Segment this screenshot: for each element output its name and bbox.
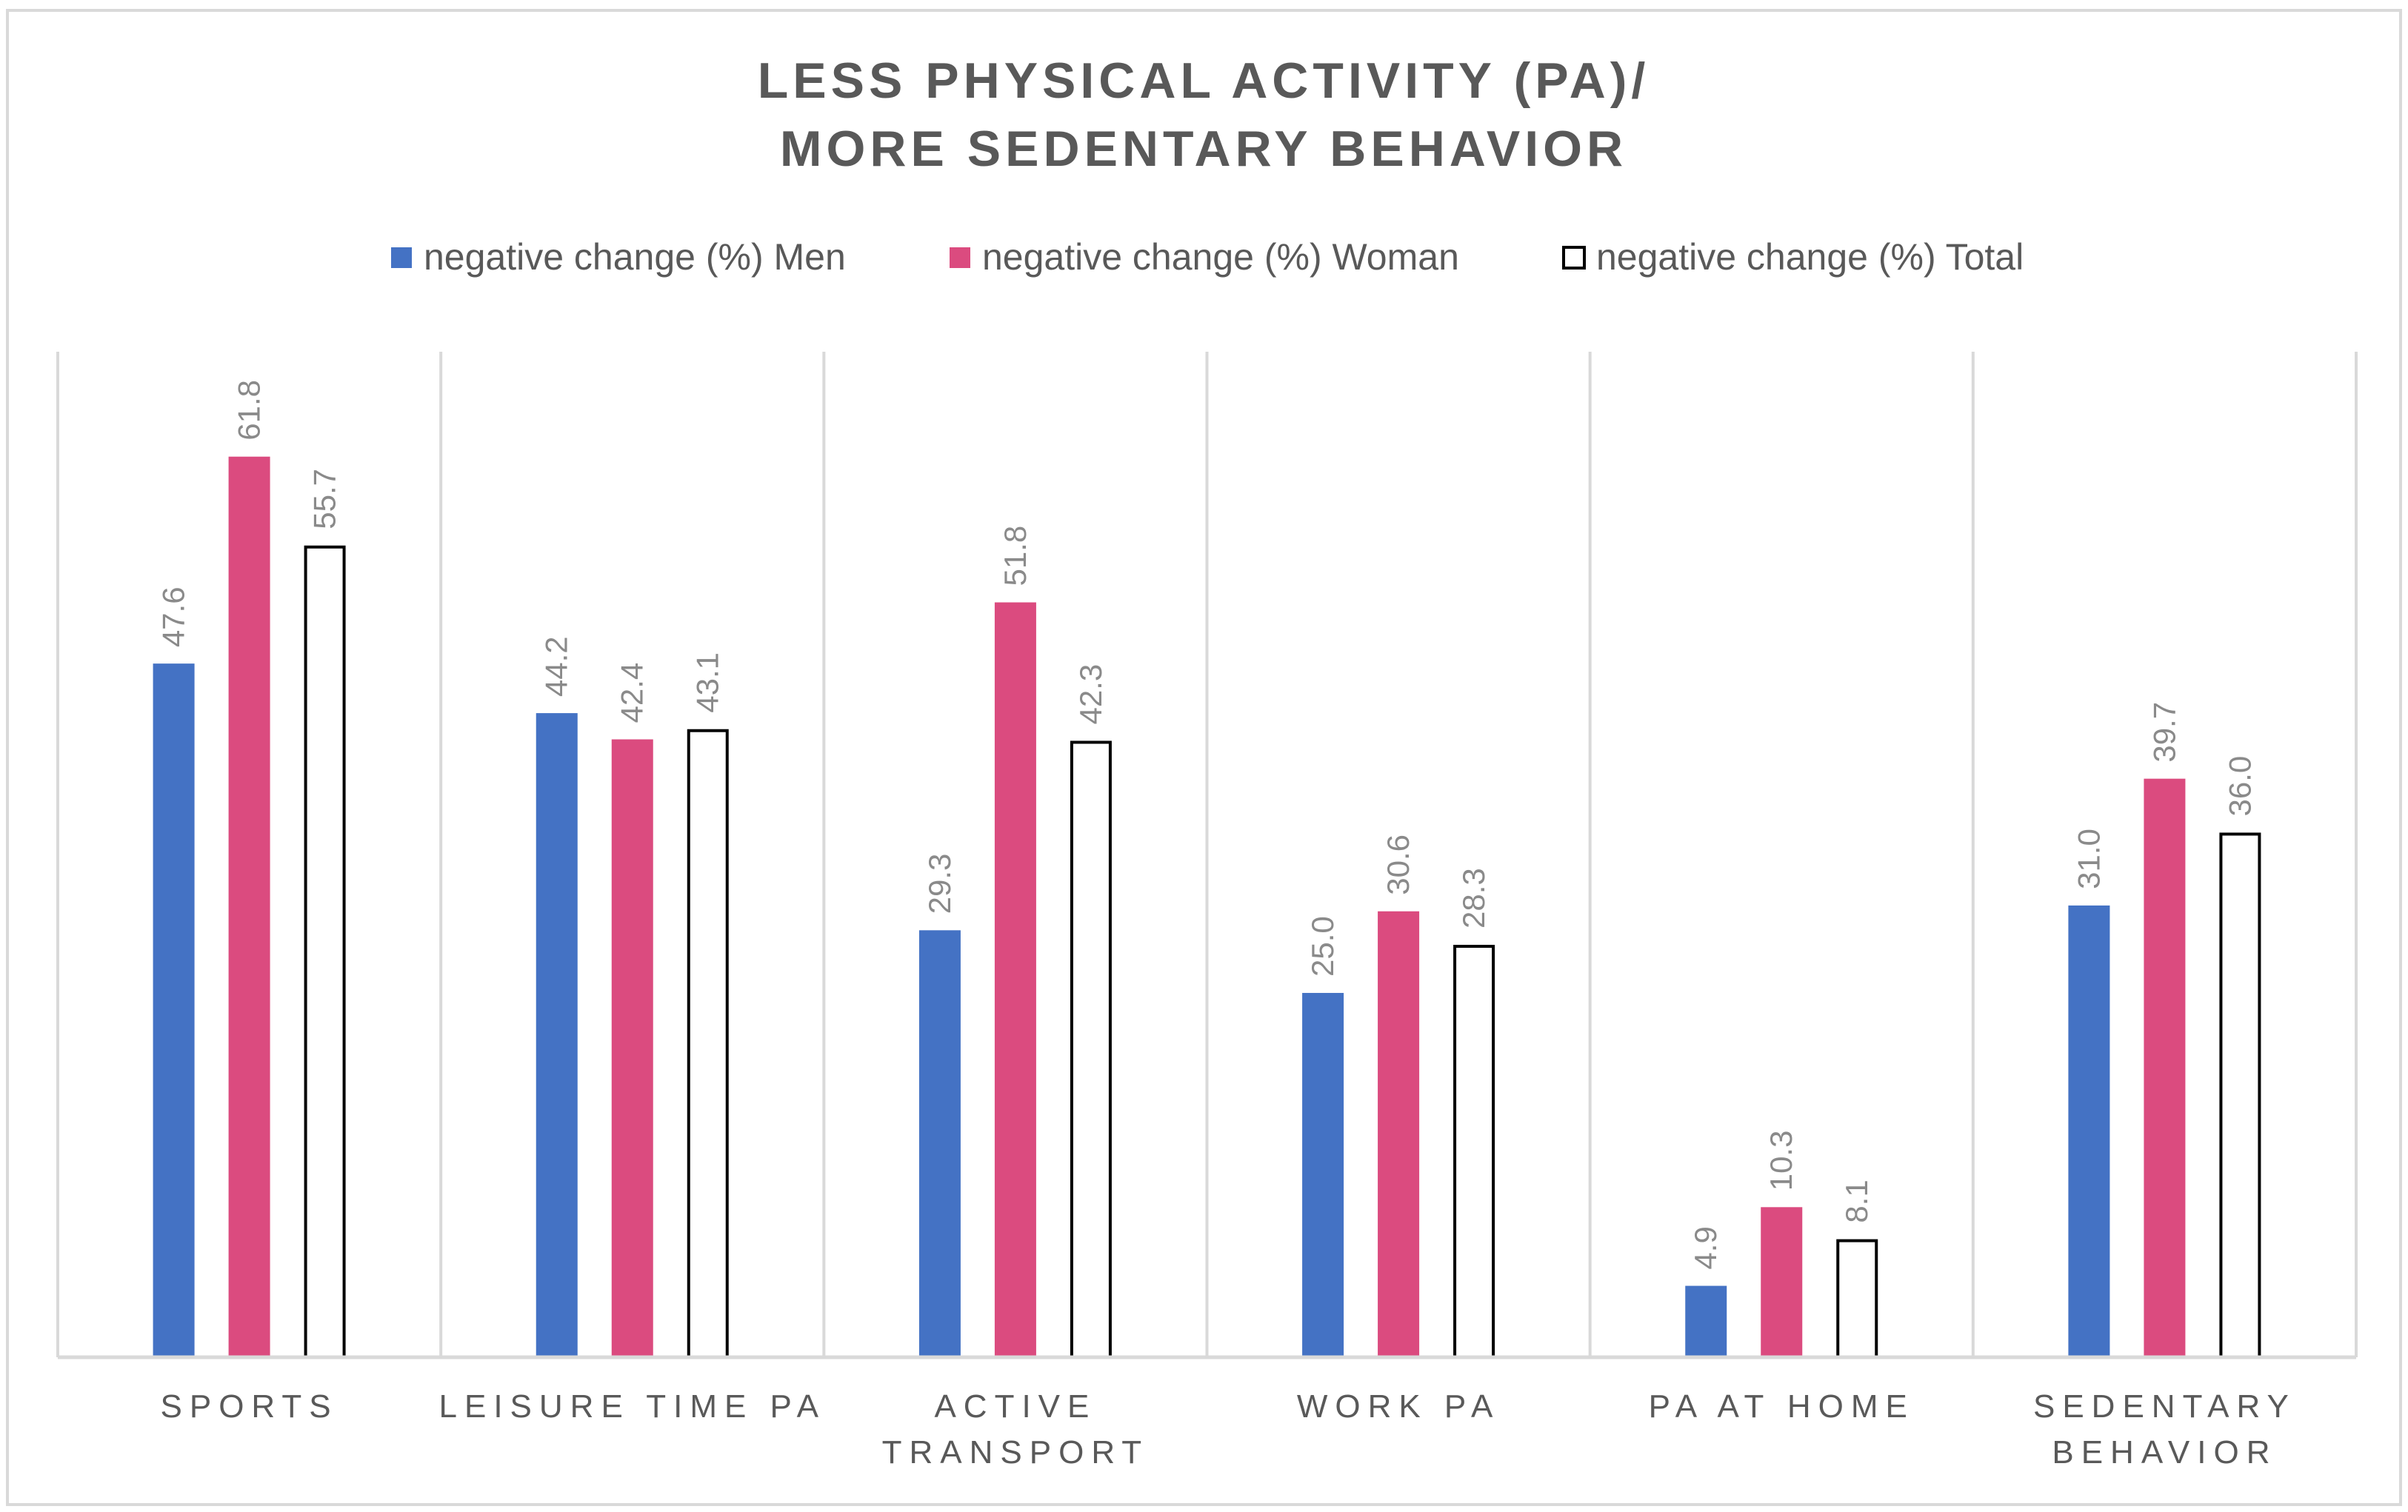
legend-swatch-2	[950, 247, 970, 268]
bar-series-1-cat-5	[1685, 1285, 1727, 1357]
bar-series-3-cat-2	[687, 729, 729, 1359]
data-label-series-1-cat-1: 47.6	[156, 586, 191, 647]
data-label-series-2-cat-1: 61.8	[232, 380, 267, 441]
data-label-series-1-cat-4: 25.0	[1305, 916, 1340, 977]
bar-series-1-cat-1	[153, 663, 195, 1357]
bar-series-2-cat-5	[1761, 1207, 1803, 1357]
bar-series-2-cat-3	[994, 602, 1036, 1357]
category-label-3-line-1: ACTIVE	[934, 1388, 1096, 1425]
bar-series-3-cat-1	[304, 545, 346, 1359]
data-label-series-3-cat-1: 55.7	[307, 469, 342, 529]
data-labels: 47.6 61.8 55.7 44.2 42.4 43.1 29.3 51.8 42.3 25.0…	[156, 380, 2258, 1270]
data-label-series-3-cat-6: 36.0	[2222, 756, 2257, 817]
data-label-series-1-cat-2: 44.2	[539, 636, 574, 697]
data-label-series-2-cat-2: 42.4	[615, 663, 650, 723]
bar-series-3-cat-3	[1070, 740, 1112, 1359]
category-label-2-line-1: LEISURE TIME PA	[439, 1388, 826, 1425]
legend: negative change (%) Men negative change (…	[391, 236, 2024, 278]
legend-swatch-3	[1562, 246, 1586, 270]
data-label-series-3-cat-4: 28.3	[1456, 868, 1491, 929]
category-gridlines	[56, 352, 2358, 1357]
bar-series-1-cat-4	[1302, 992, 1344, 1357]
bars	[153, 456, 2261, 1359]
bar-series-2-cat-6	[2144, 778, 2186, 1357]
category-label-3-line-2: TRANSPORT	[882, 1434, 1150, 1471]
bar-series-1-cat-6	[2068, 905, 2110, 1357]
legend-label-2: negative change (%) Woman	[982, 236, 1459, 278]
data-label-series-3-cat-2: 43.1	[690, 652, 725, 713]
bar-series-3-cat-5	[1836, 1239, 1878, 1359]
chart-border	[6, 9, 2402, 1506]
chart-title: LESS PHYSICAL ACTIVITY (PA)/ MORE SEDENTA…	[758, 53, 1650, 177]
data-label-series-1-cat-6: 31.0	[2071, 829, 2106, 889]
data-label-series-1-cat-3: 29.3	[922, 854, 957, 914]
category-label-1-line-1: SPORTS	[161, 1388, 338, 1425]
data-label-series-2-cat-4: 30.6	[1381, 834, 1415, 895]
bar-series-1-cat-2	[536, 713, 578, 1357]
chart-title-line-2: MORE SEDENTARY BEHAVIOR	[780, 121, 1627, 177]
data-label-series-2-cat-6: 39.7	[2147, 702, 2181, 763]
category-label-4-line-1: WORK PA	[1297, 1388, 1501, 1425]
category-labels: SPORTS LEISURE TIME PA ACTIVE TRANSPORT WORK…	[161, 1388, 2296, 1471]
category-label-5-line-1: PA AT HOME	[1649, 1388, 1915, 1425]
legend-swatch-1	[391, 247, 412, 268]
data-label-series-2-cat-5: 10.3	[1764, 1131, 1798, 1191]
data-label-series-3-cat-3: 42.3	[1073, 664, 1108, 725]
bar-series-1-cat-3	[918, 930, 961, 1357]
data-label-series-1-cat-5: 4.9	[1688, 1226, 1723, 1269]
data-label-series-2-cat-3: 51.8	[998, 526, 1033, 586]
category-label-6-line-1: SEDENTARY	[2033, 1388, 2296, 1425]
bar-series-2-cat-2	[611, 739, 653, 1357]
legend-label-3: negative change (%) Total	[1596, 236, 2024, 278]
category-label-6-line-2: BEHAVIOR	[2052, 1434, 2277, 1471]
data-label-series-3-cat-5: 8.1	[1839, 1180, 1874, 1222]
bar-series-2-cat-4	[1378, 911, 1420, 1357]
chart-title-line-1: LESS PHYSICAL ACTIVITY (PA)/	[758, 53, 1650, 109]
bar-series-3-cat-6	[2219, 832, 2261, 1359]
bar-series-3-cat-4	[1453, 945, 1495, 1359]
bar-series-2-cat-1	[228, 456, 270, 1357]
legend-label-1: negative change (%) Men	[424, 236, 846, 278]
